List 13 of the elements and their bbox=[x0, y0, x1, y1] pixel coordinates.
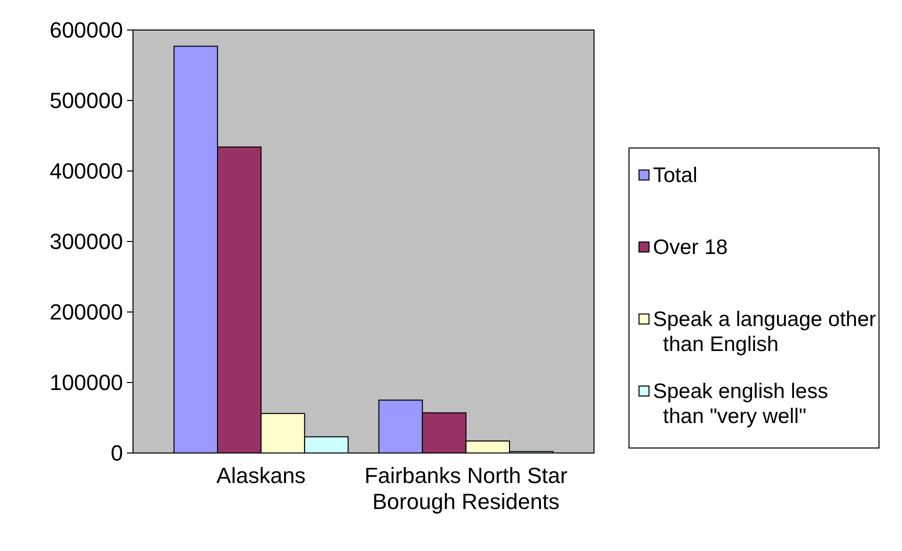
y-tick-label: 600000 bbox=[50, 18, 123, 43]
legend-label: Speak a language other than English bbox=[653, 308, 876, 356]
legend-label: Speak english less than "very well" bbox=[653, 380, 828, 428]
y-tick-label: 400000 bbox=[50, 158, 123, 184]
y-tick-label: 200000 bbox=[50, 300, 123, 325]
y-tick-label: 100000 bbox=[50, 370, 123, 396]
legend-label: Over 18 bbox=[653, 236, 728, 259]
y-tick-label: 300000 bbox=[50, 229, 123, 254]
y-tick-label: 0 bbox=[110, 440, 123, 466]
legend-label: Total bbox=[653, 164, 698, 187]
x-tick-label: Fairbanks North Star Borough Residents bbox=[364, 463, 568, 514]
y-tick-label: 500000 bbox=[50, 88, 123, 114]
x-tick-label: Alaskans bbox=[216, 463, 306, 488]
